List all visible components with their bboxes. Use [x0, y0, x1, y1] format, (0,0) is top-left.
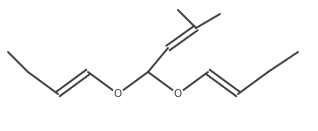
- Text: O: O: [174, 89, 182, 99]
- Circle shape: [172, 89, 183, 100]
- Circle shape: [113, 89, 123, 100]
- Text: O: O: [114, 89, 122, 99]
